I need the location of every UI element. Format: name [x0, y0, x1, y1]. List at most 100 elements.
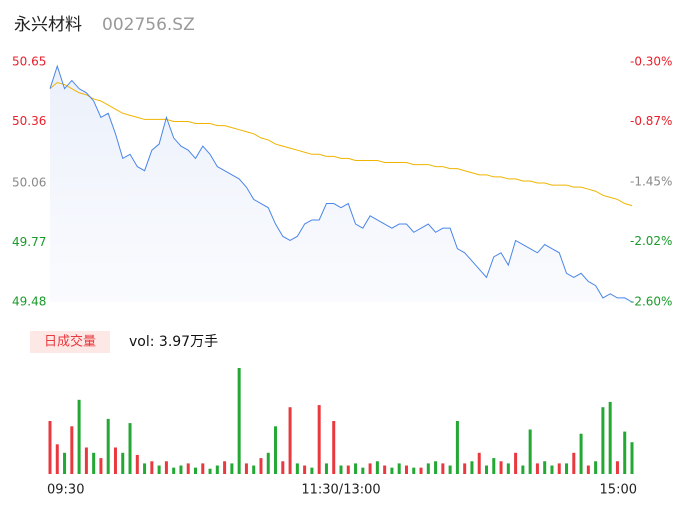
- avg-line: [49, 81, 633, 207]
- volume-bar: [77, 399, 81, 474]
- volume-bar: [324, 463, 328, 474]
- volume-bar: [572, 452, 576, 474]
- volume-bar: [463, 463, 467, 474]
- volume-bar: [244, 463, 248, 474]
- volume-bar: [135, 454, 139, 474]
- volume-bar: [594, 461, 598, 474]
- volume-bar: [339, 465, 343, 474]
- volume-bar: [455, 421, 459, 474]
- volume-bar: [194, 467, 197, 474]
- volume-bar: [288, 407, 292, 474]
- volume-bar: [172, 467, 176, 474]
- volume-bar: [477, 452, 481, 474]
- volume-bar: [586, 465, 590, 474]
- volume-bar: [601, 407, 605, 474]
- volume-total: vol: 3.97万手: [129, 334, 218, 350]
- volume-bar: [295, 463, 299, 474]
- y-tick-label: 50.65: [12, 55, 46, 69]
- volume-bar: [441, 463, 445, 474]
- volume-bar: [383, 465, 387, 474]
- volume-bar: [223, 461, 227, 474]
- volume-bar: [492, 458, 496, 474]
- price-area: [50, 66, 632, 302]
- volume-bar: [259, 458, 263, 474]
- volume-bar: [615, 461, 619, 474]
- volume-title: 日成交量: [44, 334, 96, 350]
- volume-bar: [623, 431, 627, 474]
- volume-bar: [565, 463, 569, 474]
- y2-tick-label: -2.02%: [630, 234, 672, 248]
- volume-bar: [266, 452, 270, 474]
- volume-bar: [499, 461, 503, 474]
- y-tick-label: 50.36: [12, 114, 46, 128]
- volume-bar: [208, 468, 212, 474]
- volume-bar: [506, 463, 510, 474]
- volume-bar: [215, 465, 219, 474]
- volume-bar: [157, 465, 161, 474]
- volume-bar: [252, 465, 256, 474]
- volume-bar: [361, 467, 365, 474]
- volume-bar: [106, 418, 110, 474]
- volume-bar: [412, 467, 416, 474]
- volume-bar: [579, 433, 583, 474]
- volume-bar: [274, 426, 278, 474]
- volume-bar: [332, 421, 336, 474]
- volume-bar: [528, 429, 532, 474]
- volume-bar: [121, 452, 125, 474]
- volume-bar: [397, 463, 401, 474]
- volume-bar: [448, 465, 452, 474]
- volume-bar: [317, 405, 321, 474]
- volume-bar: [550, 465, 554, 474]
- volume-bar: [521, 465, 525, 474]
- volume-bar: [150, 461, 154, 474]
- volume-bar: [113, 447, 117, 474]
- y2-tick-label: -0.87%: [630, 114, 672, 128]
- volume-bar: [346, 465, 350, 474]
- volume-bar: [99, 458, 103, 474]
- volume-bar: [535, 463, 539, 474]
- volume-bar: [48, 421, 52, 474]
- volume-bar: [434, 461, 438, 474]
- volume-bar: [164, 461, 168, 474]
- stock-name: 永兴材料: [14, 15, 82, 35]
- volume-bar: [186, 463, 190, 474]
- volume-bar: [237, 368, 241, 474]
- volume-bar: [557, 463, 561, 474]
- stock-code: 002756.SZ: [102, 15, 195, 35]
- y2-tick-label: -1.45%: [630, 175, 672, 189]
- volume-bar: [310, 467, 314, 474]
- volume-badge: [30, 331, 110, 353]
- volume-bar: [128, 423, 132, 474]
- volume-bar: [485, 465, 488, 474]
- volume-bar: [368, 463, 372, 474]
- x-tick-label: 15:00: [600, 483, 637, 498]
- volume-bar: [514, 452, 518, 474]
- volume-bar: [630, 442, 634, 474]
- volume-bar: [84, 447, 88, 474]
- x-tick-label: 09:30: [47, 483, 84, 498]
- volume-bar: [55, 444, 59, 474]
- volume-bar: [303, 465, 307, 474]
- volume-bar: [543, 461, 547, 474]
- y-tick-label: 49.48: [12, 295, 46, 309]
- y-tick-label: 50.06: [12, 176, 46, 190]
- y-tick-label: 49.77: [12, 235, 46, 249]
- volume-bar: [70, 426, 74, 474]
- volume-bar: [426, 463, 430, 474]
- volume-bar: [470, 461, 474, 474]
- y2-tick-label: -0.30%: [630, 55, 672, 69]
- volume-bar: [230, 463, 234, 474]
- volume-bar: [419, 467, 423, 474]
- price-line: [49, 64, 633, 303]
- volume-bar: [375, 461, 379, 474]
- x-tick-label: 11:30/13:00: [301, 483, 380, 498]
- volume-bar: [608, 401, 612, 474]
- volume-bar: [63, 452, 67, 474]
- y2-tick-label: -2.60%: [630, 295, 672, 309]
- volume-bar: [143, 463, 147, 474]
- volume-bar: [390, 467, 394, 474]
- volume-bar: [201, 463, 205, 474]
- volume-bar: [179, 465, 183, 474]
- volume-bar: [281, 461, 285, 474]
